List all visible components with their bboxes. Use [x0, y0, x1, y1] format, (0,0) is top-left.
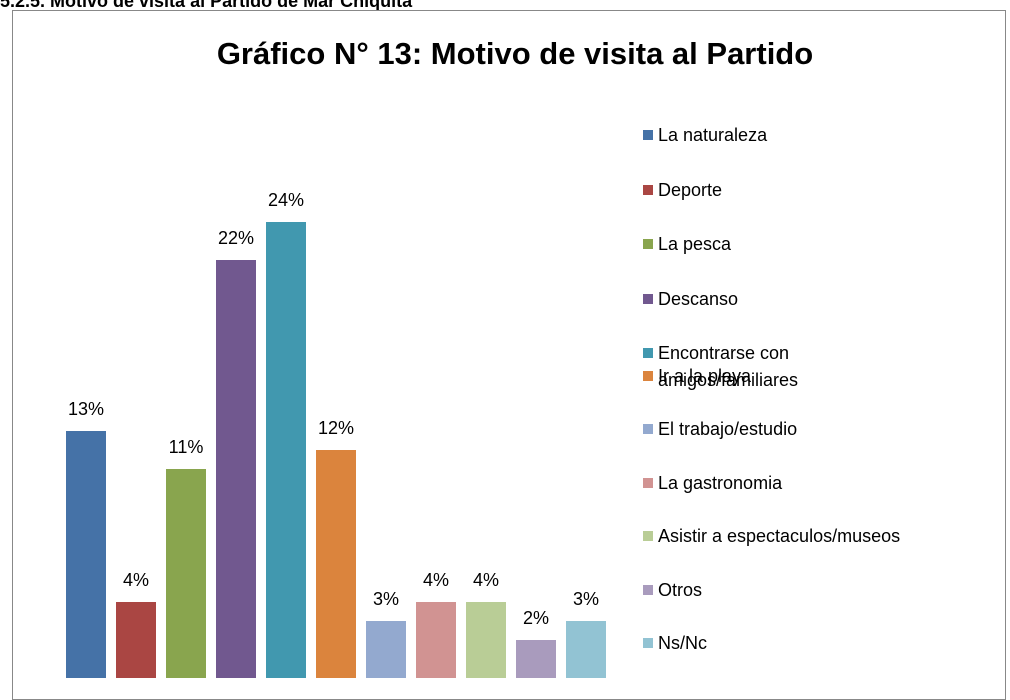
chart-title: Gráfico N° 13: Motivo de visita al Parti…	[217, 36, 813, 71]
legend-swatch	[643, 293, 653, 304]
legend-label: Asistir a espectaculos/museos	[658, 526, 901, 547]
data-label: 4%	[123, 570, 149, 590]
data-label: 2%	[523, 608, 549, 628]
legend-item: La naturaleza	[643, 122, 767, 149]
legend-swatch	[643, 424, 653, 435]
legend-item: Descanso	[643, 286, 738, 313]
data-label: 4%	[423, 570, 449, 590]
bar	[366, 621, 406, 678]
legend-swatch	[643, 348, 653, 358]
legend-label: El trabajo/estudio	[658, 419, 798, 440]
data-label: 12%	[318, 418, 354, 438]
legend-item: Ir a la playa	[643, 363, 751, 390]
legend-swatch	[643, 130, 653, 140]
bar	[316, 450, 356, 678]
legend-swatch	[643, 531, 653, 542]
legend-item: Ns/Nc	[643, 630, 707, 657]
data-label: 3%	[573, 589, 599, 609]
data-label: 22%	[218, 228, 254, 248]
legend-swatch	[643, 184, 653, 195]
bar	[266, 222, 306, 678]
legend-label: La gastronomia	[658, 472, 783, 493]
data-label: 13%	[68, 399, 104, 419]
legend-item: Otros	[643, 577, 702, 604]
legend-item: La pesca	[643, 231, 731, 258]
legend-label: La pesca	[658, 234, 732, 254]
bar	[216, 260, 256, 678]
legend-label: Deporte	[658, 179, 723, 200]
data-label: 24%	[268, 190, 304, 210]
legend-item: Deporte	[643, 177, 722, 204]
legend-label: Ns/Nc	[658, 633, 707, 653]
data-label: 11%	[169, 437, 204, 457]
legend-label: Descanso	[658, 288, 739, 309]
legend-item: El trabajo/estudio	[643, 416, 797, 443]
legend-swatch	[643, 638, 653, 648]
data-label: 4%	[473, 570, 499, 590]
legend-swatch	[643, 239, 653, 249]
legend-item: Encontrarse con amigos/familiares	[643, 340, 858, 394]
section-heading: 5.2.5. Motivo de visita al Partido de Ma…	[0, 0, 413, 11]
legend-swatch	[643, 477, 653, 488]
bar	[466, 602, 506, 678]
bar	[516, 640, 556, 678]
legend-item: La gastronomia	[643, 470, 782, 497]
data-label: 3%	[373, 589, 399, 609]
legend-item: Asistir a espectaculos/museos	[643, 523, 900, 550]
bar	[416, 602, 456, 678]
legend-label: Encontrarse con amigos/familiares	[658, 343, 799, 390]
bar	[66, 431, 106, 678]
legend-label: Otros	[658, 579, 703, 600]
bar	[566, 621, 606, 678]
legend-swatch	[643, 371, 653, 381]
legend-label: Ir a la playa	[658, 366, 752, 386]
legend-label: La naturaleza	[658, 125, 768, 145]
legend-swatch	[643, 584, 653, 595]
bar	[166, 469, 206, 678]
bar	[116, 602, 156, 678]
